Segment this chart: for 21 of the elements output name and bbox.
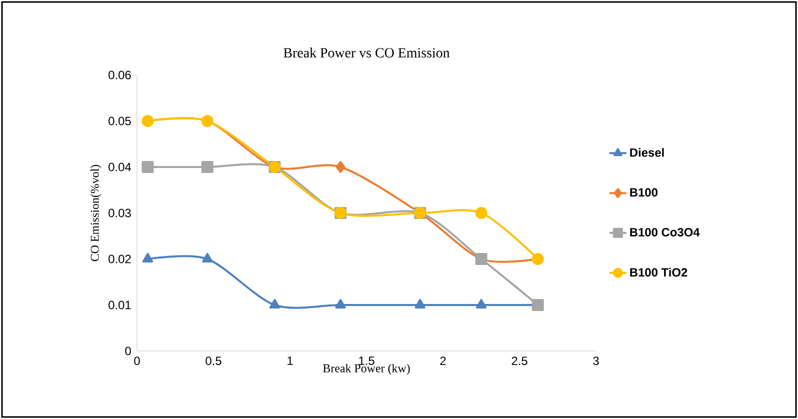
- y-tick-label: 0.04: [108, 162, 132, 172]
- y-tick-label: 0.02: [108, 254, 131, 264]
- y-tick-label: 0: [125, 346, 131, 356]
- y-tick-label: 0.06: [108, 70, 131, 80]
- legend-label: B100 TiO2: [630, 268, 688, 277]
- chart-title: Break Power vs CO Emission: [284, 48, 450, 58]
- legend-label: Diesel: [630, 148, 664, 157]
- x-tick-label: 1.5: [359, 356, 374, 365]
- x-tick-label: 1: [288, 356, 293, 365]
- legend-label: B100: [630, 188, 658, 197]
- legend-label: B100 Co3O4: [630, 228, 700, 236]
- y-axis-title: CO Emission(%vol): [90, 164, 102, 262]
- x-tick-label: 3: [593, 356, 599, 366]
- y-tick-label: 0.03: [108, 208, 131, 218]
- x-tick-label: 0.5: [206, 356, 222, 366]
- y-tick-label: 0.05: [108, 116, 131, 126]
- x-tick-label: 2: [440, 356, 446, 365]
- x-axis-title: Break Power (kw): [323, 364, 410, 375]
- x-tick-label: 2.5: [512, 356, 528, 366]
- x-tick-label: 0: [134, 356, 140, 366]
- y-tick-label: 0.01: [108, 300, 131, 310]
